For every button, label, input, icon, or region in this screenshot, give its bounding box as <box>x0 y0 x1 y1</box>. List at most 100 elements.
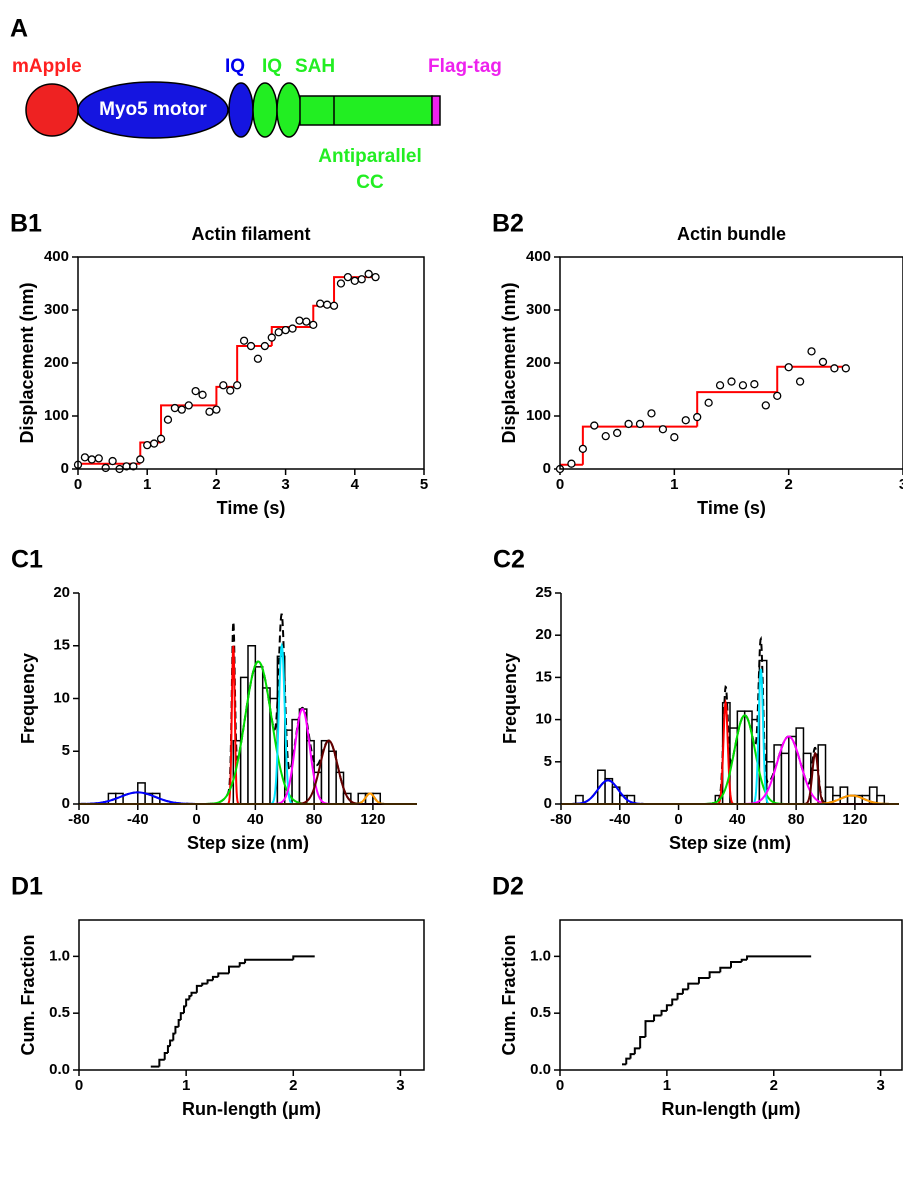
y-tick-label: 300 <box>526 301 551 318</box>
point <box>750 380 759 389</box>
point <box>184 401 193 410</box>
point <box>149 439 159 448</box>
step <box>206 979 213 984</box>
point <box>281 325 290 335</box>
x-tick-label: 40 <box>729 811 746 828</box>
axes-box <box>78 919 425 1071</box>
x-tick-label: 1 <box>670 476 678 493</box>
motor-label: Myo5 motor <box>99 99 207 120</box>
iq-shape <box>228 82 254 138</box>
step <box>201 982 208 986</box>
step <box>217 972 229 977</box>
point <box>841 364 850 373</box>
y-tick-label: 200 <box>526 354 551 371</box>
point <box>87 455 96 464</box>
step <box>292 955 315 960</box>
point <box>590 421 599 430</box>
point <box>302 317 311 326</box>
chart: D1 Run-length (μm) Cum. Fraction 0 1 2 3 0.0 0.5… <box>11 873 425 1119</box>
iq-shape <box>276 82 302 138</box>
point <box>807 347 816 356</box>
flag-label: Flag-tag <box>428 56 502 77</box>
x-tick-label: 3 <box>876 1077 884 1094</box>
step <box>169 1039 174 1047</box>
point <box>567 459 576 468</box>
panel-label: B2 <box>492 210 524 238</box>
point <box>177 405 186 414</box>
x-tick-label: 3 <box>281 476 289 493</box>
point <box>647 409 656 418</box>
y-axis-title: Cum. Fraction <box>499 934 519 1055</box>
panel-label: C1 <box>11 546 43 574</box>
step <box>719 966 731 973</box>
point <box>681 416 690 425</box>
point <box>693 412 702 422</box>
step <box>671 998 678 1006</box>
axes-box <box>559 256 903 470</box>
point <box>635 419 645 429</box>
bar <box>254 666 264 805</box>
point <box>830 364 839 373</box>
point <box>267 333 276 342</box>
point <box>670 433 679 442</box>
step <box>238 962 246 967</box>
y-tick-label: 400 <box>526 248 551 265</box>
step <box>708 971 721 978</box>
step <box>625 1057 631 1065</box>
step <box>177 1019 181 1027</box>
step <box>660 1009 667 1016</box>
point <box>818 357 828 367</box>
point <box>601 431 610 441</box>
point <box>198 390 207 399</box>
motor-shape <box>77 81 229 139</box>
x-tick-label: 5 <box>420 476 428 493</box>
step <box>174 1025 179 1034</box>
x-tick-label: 2 <box>784 476 792 493</box>
step <box>776 365 846 393</box>
x-tick-label: 0 <box>674 811 682 828</box>
cc-label: CC <box>356 172 384 193</box>
x-axis-title: Time (s) <box>217 498 286 518</box>
step <box>244 958 294 964</box>
y-tick-label: 1.0 <box>530 947 551 964</box>
point <box>784 363 793 372</box>
x-tick-label: 0 <box>75 1077 83 1094</box>
mapple-shape <box>25 83 79 137</box>
mapple-label: mApple <box>12 56 82 77</box>
x-tick-label: 0 <box>192 811 200 828</box>
x-tick-label: 40 <box>247 811 264 828</box>
chart: C1 Step size (nm) Frequency -80 -40 0 40 80 120 0… <box>11 546 417 853</box>
point <box>288 324 297 333</box>
step <box>644 1020 655 1038</box>
point <box>253 354 263 363</box>
step <box>581 425 698 465</box>
step <box>236 345 272 387</box>
panel-a: A mApple IQ IQ SAH Flag-tag Myo5 motor A… <box>10 15 502 193</box>
point <box>350 276 359 286</box>
x-tick-label: 1 <box>182 1077 190 1094</box>
point <box>738 381 748 390</box>
step <box>163 1051 168 1060</box>
y-tick-label: 5 <box>62 742 70 759</box>
point <box>761 401 770 410</box>
y-tick-label: 1.0 <box>49 947 70 964</box>
chart-title: Actin filament <box>191 224 310 244</box>
step <box>697 976 710 984</box>
x-axis-title: Step size (nm) <box>187 833 309 853</box>
point <box>136 455 145 464</box>
y-tick-label: 0.0 <box>49 1061 70 1078</box>
sah-label: SAH <box>295 56 335 77</box>
step <box>629 1053 635 1059</box>
step <box>740 958 748 963</box>
step <box>188 995 192 1000</box>
y-tick-label: 100 <box>526 407 551 424</box>
step <box>185 998 190 1007</box>
axes-box <box>559 919 903 1071</box>
point <box>94 454 103 463</box>
x-tick-label: 1 <box>663 1077 671 1094</box>
step <box>172 1032 176 1041</box>
step <box>633 1047 641 1055</box>
point <box>239 336 249 345</box>
y-tick-label: 15 <box>53 637 70 654</box>
